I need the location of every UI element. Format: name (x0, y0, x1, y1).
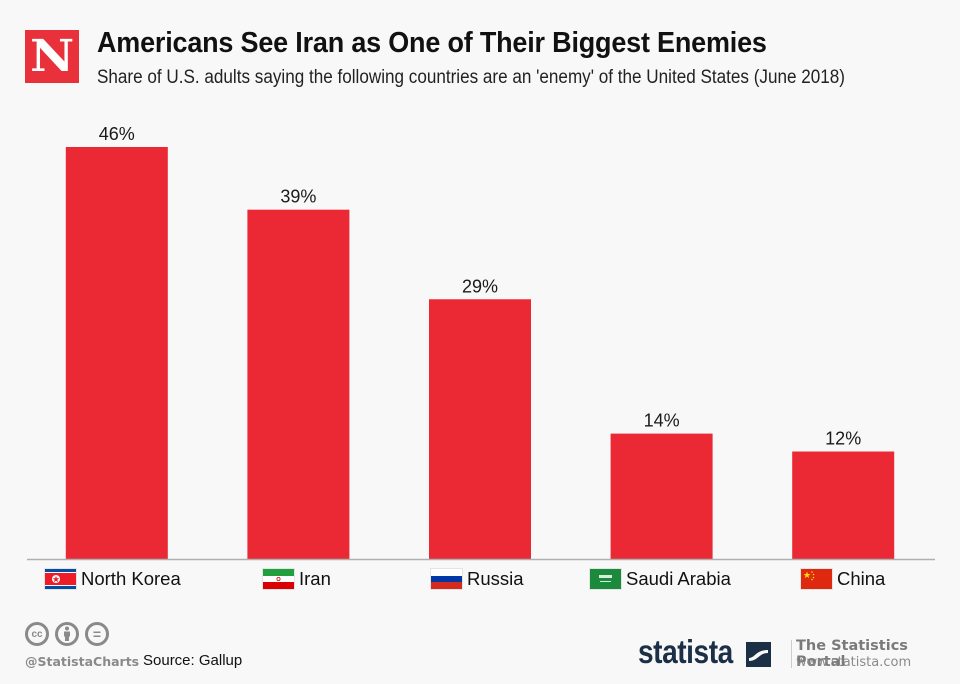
category-label: Iran (299, 568, 331, 589)
bar-russia (429, 299, 531, 559)
iran-flag-icon (263, 569, 294, 589)
source-note: Source: Gallup (143, 652, 243, 669)
bar-china (792, 451, 895, 559)
footer-divider (791, 640, 792, 668)
portal-title: The Statistics Portal (796, 638, 908, 670)
data-label: 46% (99, 124, 135, 144)
bar-iran (247, 209, 350, 559)
category-iran: Iran (263, 568, 331, 590)
logo-letter: N (29, 30, 75, 82)
russia-flag-icon (431, 569, 462, 589)
twitter-handle: @StatistaCharts (25, 654, 140, 669)
data-label: 29% (462, 276, 498, 296)
equals-glyph: = (92, 626, 102, 642)
newsweek-logo: N (25, 30, 79, 83)
category-saudi-arabia: Saudi Arabia (590, 568, 731, 590)
chart-title: Americans See Iran as One of Their Bigge… (97, 27, 767, 59)
bars-group: 46% 39% 29% 14% 12% (65, 124, 895, 559)
north-korea-flag-icon (45, 569, 76, 589)
creative-commons-badges: cc = (25, 622, 109, 646)
saudi-arabia-flag-icon (590, 569, 621, 589)
category-label: Saudi Arabia (626, 568, 731, 589)
china-flag-icon (801, 569, 832, 589)
attribution-icon (55, 622, 79, 646)
data-label: 12% (825, 429, 861, 449)
statista-logo-text: statista (638, 633, 733, 670)
bar-saudi-arabia (610, 433, 713, 559)
no-derivatives-icon: = (85, 622, 109, 646)
bar-north-korea (65, 147, 168, 559)
chart-subtitle: Share of U.S. adults saying the followin… (97, 67, 845, 88)
data-label: 39% (280, 187, 316, 207)
category-china: China (801, 568, 885, 590)
cc-icon-text: cc (31, 628, 43, 640)
statista-logo-icon (746, 642, 771, 667)
category-russia: Russia (431, 568, 524, 590)
cc-icon: cc (25, 622, 49, 646)
category-label: North Korea (81, 568, 181, 589)
portal-url: www.statista.com (796, 655, 912, 670)
data-label: 14% (644, 411, 680, 431)
category-label: China (837, 568, 886, 589)
person-glyph (64, 626, 70, 641)
category-north-korea: North Korea (45, 568, 181, 590)
category-label: Russia (467, 568, 524, 589)
